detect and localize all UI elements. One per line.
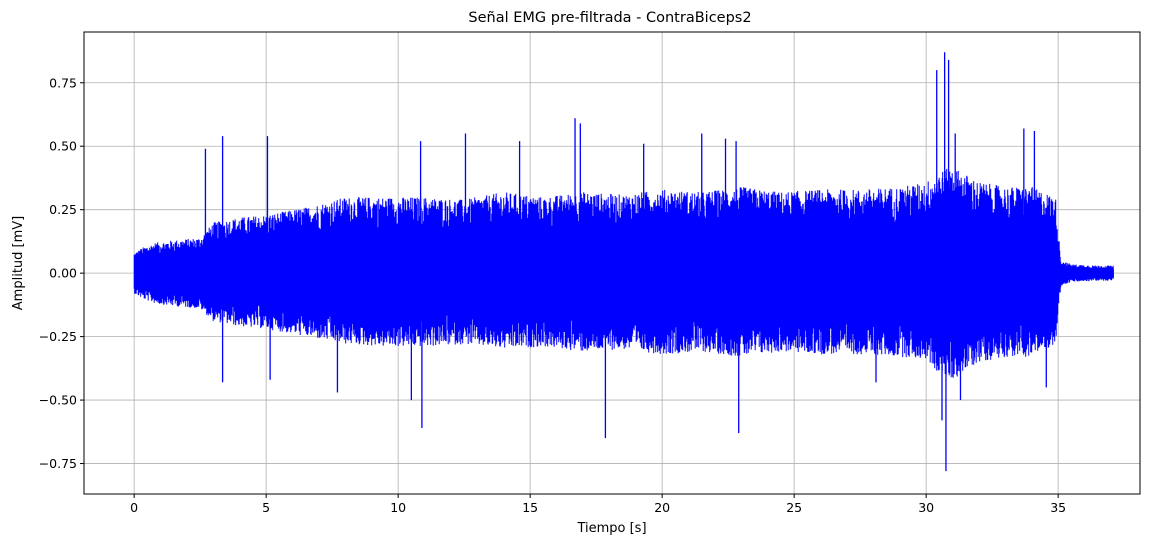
- x-tick-label: 35: [1050, 500, 1066, 515]
- chart-title: Señal EMG pre-filtrada - ContraBiceps2: [468, 10, 751, 26]
- x-tick-label: 30: [918, 500, 934, 515]
- y-tick-label: 0.75: [49, 75, 77, 90]
- x-tick-label: 5: [262, 500, 270, 515]
- signal-spikes: [204, 52, 1047, 472]
- signal-series: [133, 168, 1114, 378]
- y-tick-label: −0.50: [39, 393, 77, 408]
- x-tick-label: 20: [654, 500, 670, 515]
- y-tick-label: −0.75: [39, 456, 77, 471]
- signal-core: [134, 219, 1114, 327]
- y-tick-label: 0.25: [49, 202, 77, 217]
- x-axis: 0 5 10 15 20 25 30 35: [130, 494, 1066, 515]
- y-axis: −0.75 −0.50 −0.25 0.00 0.25 0.50 0.75: [39, 75, 84, 471]
- x-tick-label: 0: [130, 500, 138, 515]
- y-tick-label: 0.50: [49, 139, 77, 154]
- x-tick-label: 25: [786, 500, 802, 515]
- plot-area-frame: [83, 31, 1141, 495]
- x-tick-label: 10: [390, 500, 406, 515]
- y-tick-label: −0.25: [39, 329, 77, 344]
- x-axis-label: Tiempo [s]: [576, 521, 646, 536]
- x-tick-label: 15: [522, 500, 538, 515]
- y-axis-label: Amplitud [mV]: [11, 216, 26, 310]
- y-tick-label: 0.00: [49, 266, 77, 281]
